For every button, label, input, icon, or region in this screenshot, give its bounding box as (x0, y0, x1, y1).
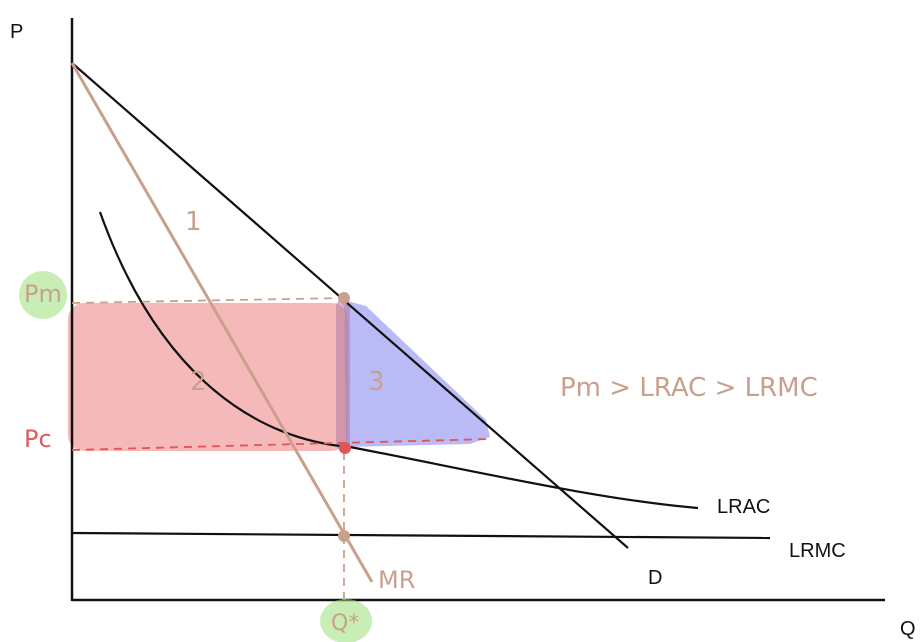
pm-highlight (19, 271, 67, 319)
demand-label: D (648, 567, 662, 589)
lrac-label: LRAC (717, 496, 770, 518)
x-axis-label: Q (900, 618, 916, 640)
pc-point (339, 442, 351, 454)
pm-dashed-line (71, 297, 345, 304)
region-2-red-area (68, 303, 348, 451)
lrmc-label: LRMC (789, 540, 846, 562)
demand-curve (71, 62, 629, 549)
price-comparison-annotation: Pm > LRAC > LRMC (560, 373, 818, 403)
region-3-label: 3 (368, 367, 385, 397)
mr-curve (70, 62, 374, 583)
mr-label: MR (378, 566, 415, 594)
pc-label: Pc (24, 425, 52, 453)
region-1-label: 1 (185, 207, 202, 237)
region-2-3-overlap-strip (336, 300, 350, 450)
q-star-label: Q* (331, 611, 359, 636)
pm-label: Pm (24, 280, 62, 308)
region-2-label: 2 (190, 367, 207, 397)
mr-lrmc-point (338, 530, 350, 542)
pm-point (338, 292, 350, 304)
q-star-highlight (320, 599, 372, 642)
lrmc-curve (71, 531, 771, 540)
y-axis-label: P (10, 21, 23, 43)
region-3-blue-area (344, 300, 490, 447)
